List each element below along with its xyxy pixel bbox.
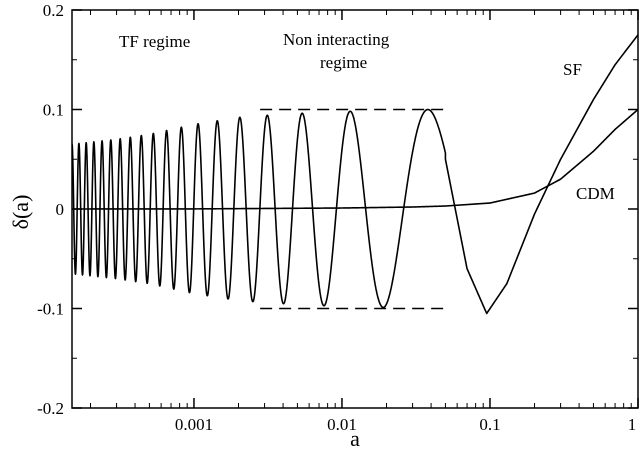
x-axis-title: a <box>350 426 360 450</box>
annotation-non-interacting: Non interacting <box>283 30 390 49</box>
x-tick-label: 0.001 <box>175 415 213 434</box>
annotation-tf-regime: TF regime <box>119 32 190 51</box>
annotation-sf: SF <box>563 60 582 79</box>
x-tick-label: 0.01 <box>327 415 357 434</box>
series-cdm-line <box>72 108 638 210</box>
y-tick-label: 0.2 <box>43 1 64 20</box>
y-tick-label: 0 <box>56 200 65 219</box>
axis-tick-labels: 0.001 0.01 0.1 1 -0.2 -0.1 0 0.1 0.2 <box>37 1 636 434</box>
y-tick-label: 0.1 <box>43 101 64 120</box>
x-tick-label: 1 <box>628 415 637 434</box>
axis-ticks <box>72 9 639 409</box>
y-axis-title: δ(a) <box>8 195 33 230</box>
x-tick-label: 0.1 <box>479 415 500 434</box>
series-sf-line <box>72 34 638 315</box>
y-tick-label: -0.1 <box>37 300 64 319</box>
annotation-cdm: CDM <box>576 184 615 203</box>
annotation-regime: regime <box>320 53 367 72</box>
reference-lines <box>260 108 446 310</box>
y-tick-label: -0.2 <box>37 399 64 418</box>
series-group <box>72 34 638 315</box>
